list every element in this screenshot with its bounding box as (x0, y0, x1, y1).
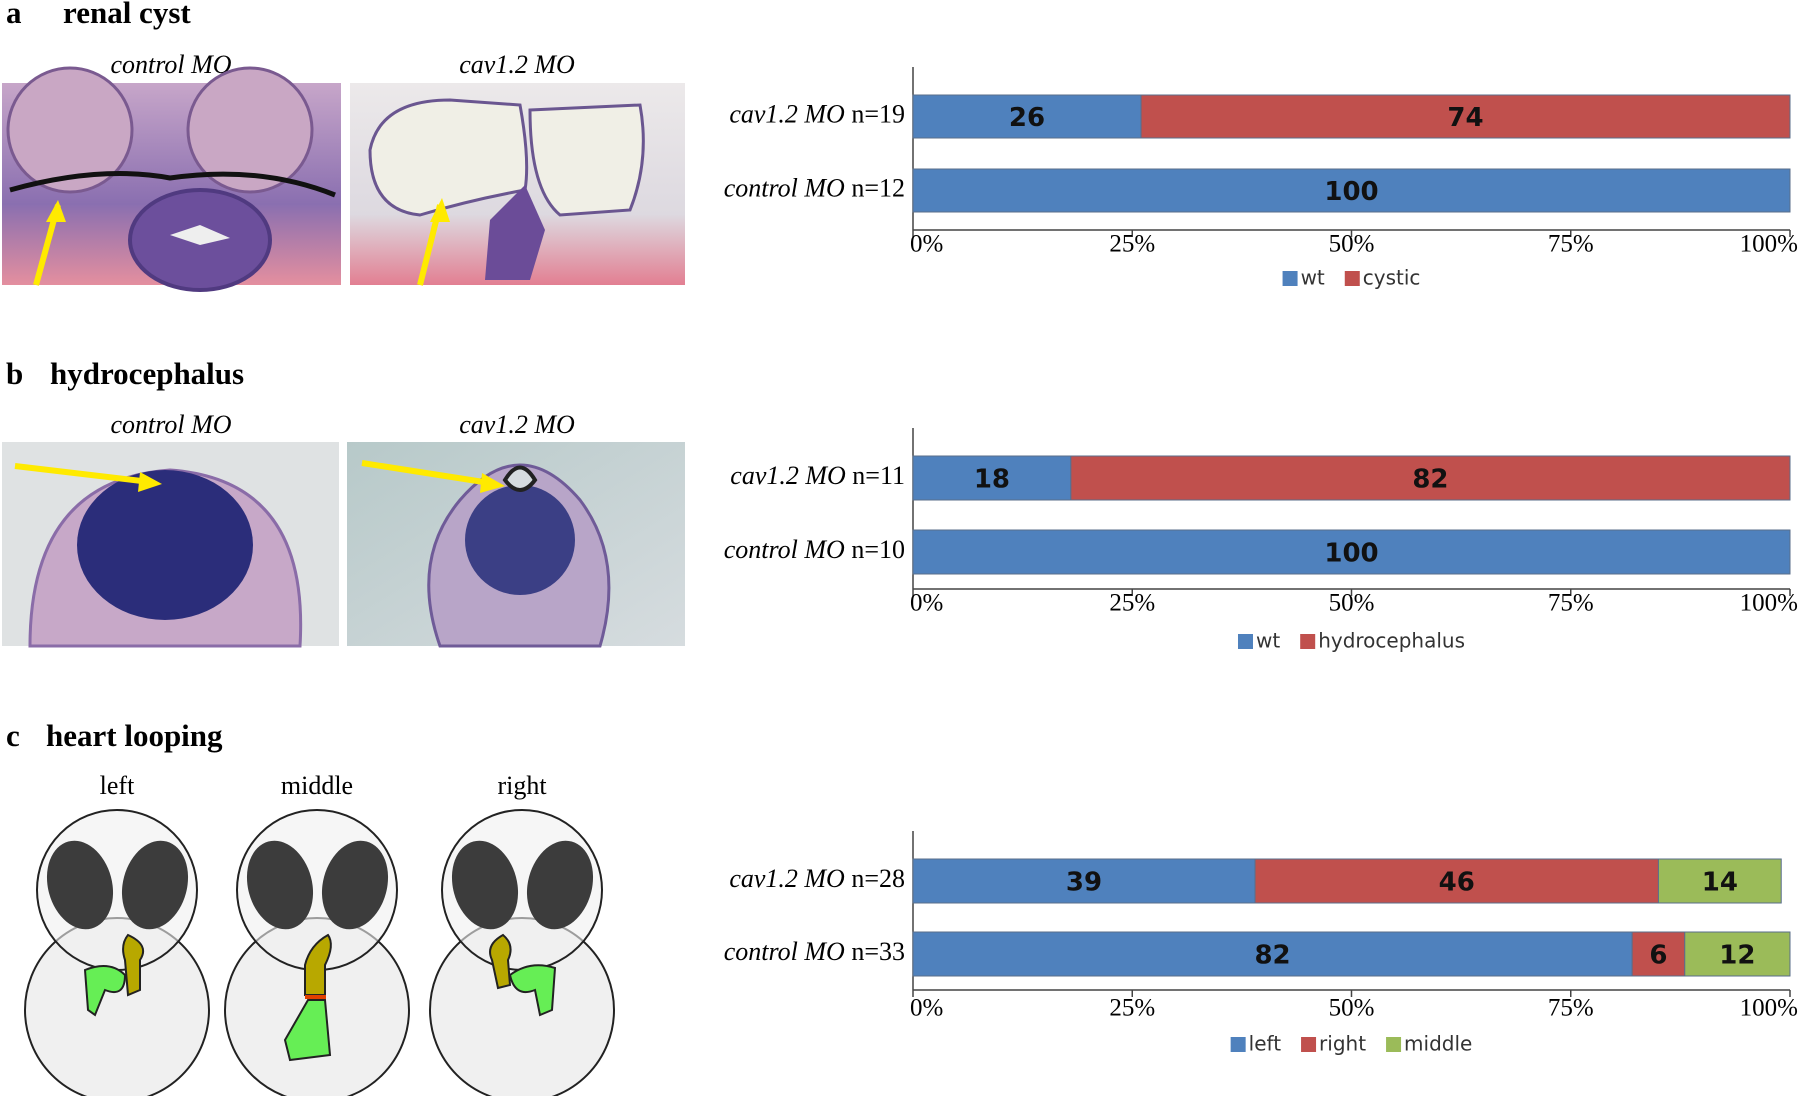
category-label: cav1.2 MO n=19 (729, 99, 905, 128)
x-tick-label: 0% (910, 590, 943, 617)
data-label: 39 (1066, 868, 1102, 898)
legend-swatch (1237, 634, 1253, 649)
panel-title: heart looping (46, 718, 223, 753)
x-tick-label: 75% (1548, 231, 1594, 258)
legend: left right middle (1230, 1032, 1472, 1056)
heart-diagram (224, 809, 410, 1096)
category-name: control MO (724, 937, 845, 966)
x-tick-label: 0% (910, 995, 943, 1022)
legend-swatch (1230, 1037, 1246, 1052)
legend-label: middle (1404, 1032, 1472, 1056)
panel-letter: b (6, 356, 23, 391)
legend-label: left (1249, 1032, 1282, 1056)
x-tick-label: 0% (910, 231, 943, 258)
panel-letter: c (6, 718, 20, 753)
data-label: 74 (1447, 103, 1483, 133)
bar-segment (912, 94, 1142, 139)
legend-swatch (1386, 1037, 1402, 1052)
data-label: 12 (1719, 941, 1755, 971)
x-tick-label: 100% (1740, 590, 1798, 617)
x-tick-label: 25% (1109, 231, 1155, 258)
image-label: cav1.2 MO (459, 50, 575, 79)
x-tick-label: 25% (1109, 590, 1155, 617)
sample-size: n=12 (851, 173, 905, 202)
micrograph (2, 442, 339, 648)
micrograph (350, 83, 685, 286)
category-name: control MO (724, 173, 845, 202)
x-tick-label: 50% (1329, 590, 1375, 617)
diagram-label: middle (281, 771, 353, 800)
category-label: control MO n=12 (724, 173, 905, 202)
bar-segment (912, 931, 1633, 977)
bar-segment (912, 168, 1791, 213)
legend-label: cystic (1363, 266, 1421, 290)
panel-title: hydrocephalus (50, 356, 244, 391)
x-tick-label: 75% (1548, 995, 1594, 1022)
sample-size: n=11 (852, 461, 905, 490)
image-label: control MO (110, 50, 231, 79)
x-tick-label: 50% (1329, 231, 1375, 258)
image-label: cav1.2 MO (459, 410, 575, 439)
x-tick-label: 100% (1740, 231, 1798, 258)
x-tick-label: 100% (1740, 995, 1798, 1022)
image-label: control MO (110, 410, 231, 439)
micrograph (2, 66, 341, 292)
category-label: cav1.2 MO n=11 (730, 461, 905, 490)
data-label: 18 (974, 465, 1010, 495)
legend-label: right (1319, 1032, 1366, 1056)
data-label: 82 (1412, 465, 1448, 495)
legend-label: wt (1256, 629, 1280, 653)
data-label: 82 (1254, 941, 1290, 971)
legend: wt cystic (1282, 266, 1421, 290)
category-label: control MO n=33 (724, 937, 905, 966)
sample-size: n=10 (851, 535, 905, 564)
legend-label: hydrocephalus (1318, 629, 1465, 653)
category-name: control MO (724, 535, 845, 564)
diagram-label: left (100, 771, 135, 800)
micrograph (347, 442, 685, 648)
bar-segment (1254, 858, 1659, 904)
sample-size: n=19 (851, 99, 905, 128)
data-label: 46 (1439, 868, 1475, 898)
sample-size: n=28 (851, 864, 905, 893)
panel-letter: a (6, 0, 22, 30)
legend-label: wt (1301, 266, 1325, 290)
bar-segment (1631, 931, 1686, 977)
heart-diagram (24, 809, 210, 1096)
category-name: cav1.2 MO (730, 461, 846, 490)
x-tick-label: 50% (1329, 995, 1375, 1022)
category-label: control MO n=10 (724, 535, 905, 564)
bar-segment (1140, 94, 1791, 139)
legend-swatch (1301, 1037, 1317, 1052)
category-name: cav1.2 MO (729, 99, 845, 128)
data-label: 14 (1702, 868, 1738, 898)
heart-diagram (429, 809, 615, 1096)
bar-segment (912, 529, 1791, 575)
data-label: 100 (1324, 177, 1378, 207)
legend: wt hydrocephalus (1237, 629, 1465, 653)
diagram-label: right (497, 771, 547, 800)
data-label: 100 (1324, 539, 1378, 569)
data-label: 26 (1009, 103, 1045, 133)
sample-size: n=33 (851, 937, 905, 966)
x-tick-label: 25% (1109, 995, 1155, 1022)
legend-swatch (1300, 634, 1316, 649)
legend-swatch (1282, 271, 1298, 286)
bar-segment (912, 858, 1256, 904)
x-tick-label: 75% (1548, 590, 1594, 617)
category-label: cav1.2 MO n=28 (729, 864, 905, 893)
bar-segment (1657, 858, 1782, 904)
panel-title: renal cyst (63, 0, 191, 30)
data-label: 6 (1649, 941, 1667, 971)
bar-segment (1684, 931, 1791, 977)
category-name: cav1.2 MO (729, 864, 845, 893)
legend-swatch (1344, 271, 1360, 286)
bar-segment (1070, 455, 1791, 501)
